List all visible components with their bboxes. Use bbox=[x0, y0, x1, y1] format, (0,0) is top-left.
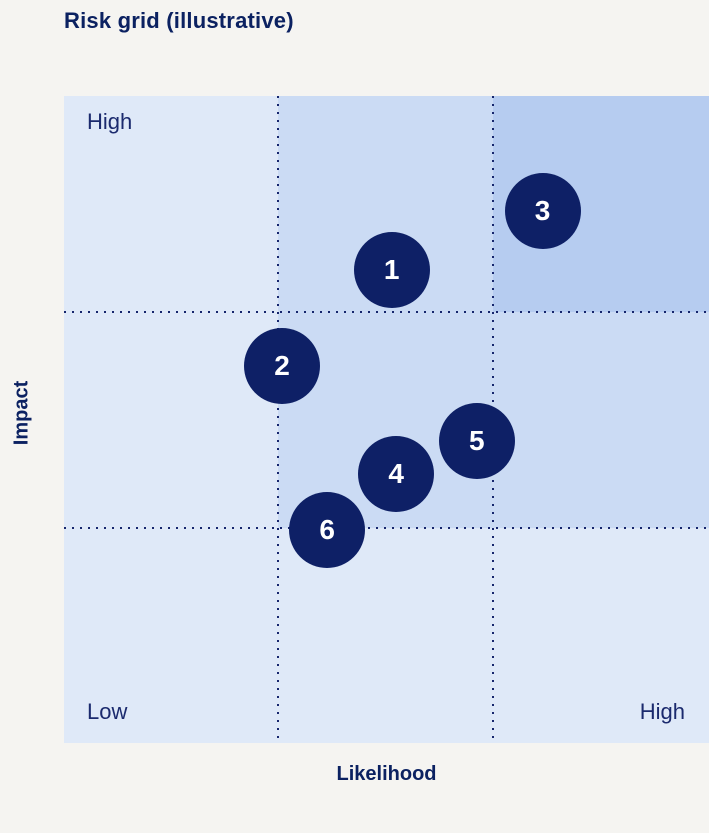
grid-cell-light bbox=[492, 528, 709, 743]
risk-bubble-5: 5 bbox=[438, 402, 515, 479]
likelihood-low-label: Low bbox=[87, 699, 128, 724]
chart-title: Risk grid (illustrative) bbox=[64, 8, 294, 33]
grid-cell-light bbox=[64, 96, 279, 313]
x-axis-label: Likelihood bbox=[336, 763, 437, 785]
likelihood-high-label: High bbox=[639, 699, 685, 724]
y-axis-label: Impact bbox=[10, 380, 33, 446]
risk-bubble-2: 2 bbox=[244, 328, 320, 405]
grid-cell-medium bbox=[492, 312, 709, 529]
grid-cell-light bbox=[64, 312, 279, 529]
quadrant-cells bbox=[64, 96, 709, 743]
impact-high-label: High bbox=[87, 109, 133, 134]
risk-bubble-3: 3 bbox=[504, 173, 581, 250]
risk-bubble-4: 4 bbox=[358, 435, 435, 512]
risk-bubble-6: 6 bbox=[289, 492, 366, 569]
grid-cell-light bbox=[64, 528, 279, 743]
risk-bubble-1: 1 bbox=[353, 232, 430, 309]
